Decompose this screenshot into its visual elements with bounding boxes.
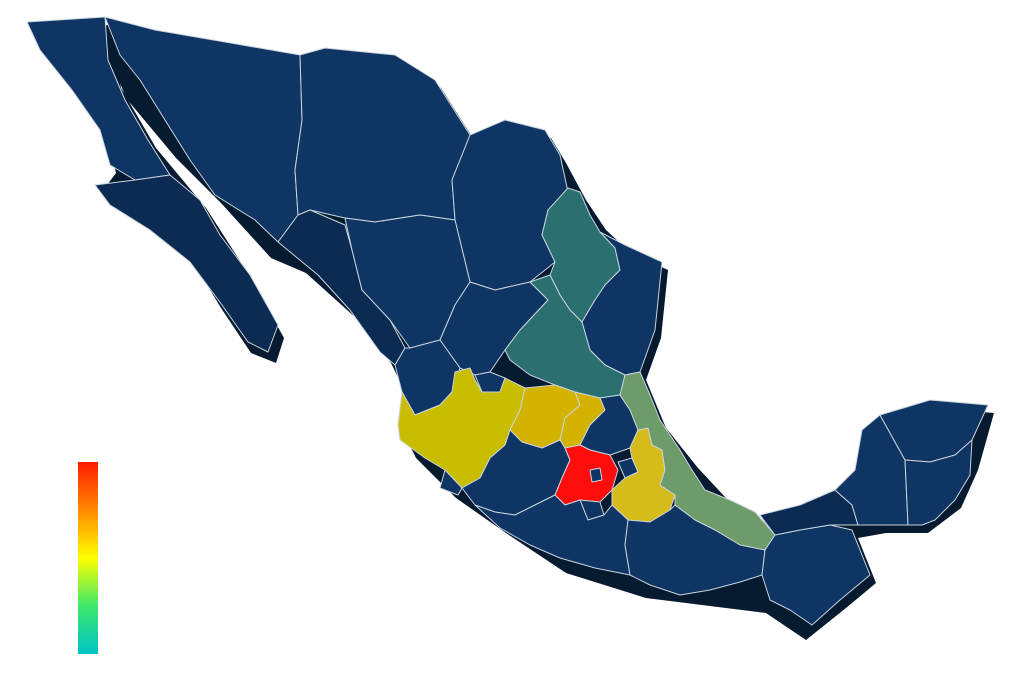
- state-guerrero[interactable]: [474, 494, 631, 576]
- state-colima[interactable]: [439, 469, 463, 496]
- color-scale-legend: [78, 462, 98, 654]
- state-chihuahua[interactable]: [294, 47, 471, 223]
- state-coahuila[interactable]: [451, 119, 569, 291]
- state-baja-california-sur[interactable]: [94, 174, 279, 353]
- state-quintana-roo[interactable]: [904, 439, 973, 526]
- states-layer: [26, 16, 989, 626]
- state-ciudad-de-mexico[interactable]: [589, 467, 603, 483]
